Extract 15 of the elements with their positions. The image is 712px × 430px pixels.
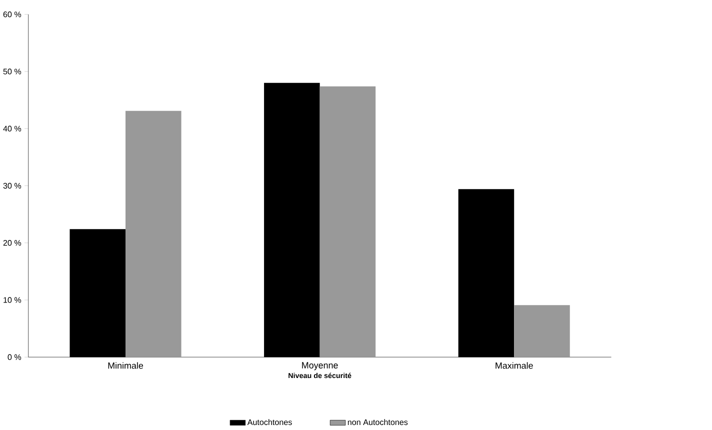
legend-label: Autochtones — [247, 419, 292, 426]
y-tick-label: 40 % — [3, 126, 22, 132]
y-tick-label: 60 % — [3, 12, 22, 18]
bar — [320, 86, 376, 358]
y-tick-label: 10 % — [4, 297, 22, 303]
x-tick-label: Maximale — [496, 362, 533, 369]
y-tick-label: 50 % — [3, 68, 22, 74]
x-tick-label: Minimale — [108, 362, 144, 369]
bar — [514, 305, 570, 358]
y-tick-label: 0 % — [8, 354, 22, 360]
x-tick-label: Moyenne — [302, 362, 338, 370]
legend-label: non Autochtones — [348, 419, 408, 426]
y-tick-label: 20 % — [3, 240, 22, 246]
y-tick-label: 30 % — [3, 182, 22, 189]
bar — [126, 110, 182, 358]
